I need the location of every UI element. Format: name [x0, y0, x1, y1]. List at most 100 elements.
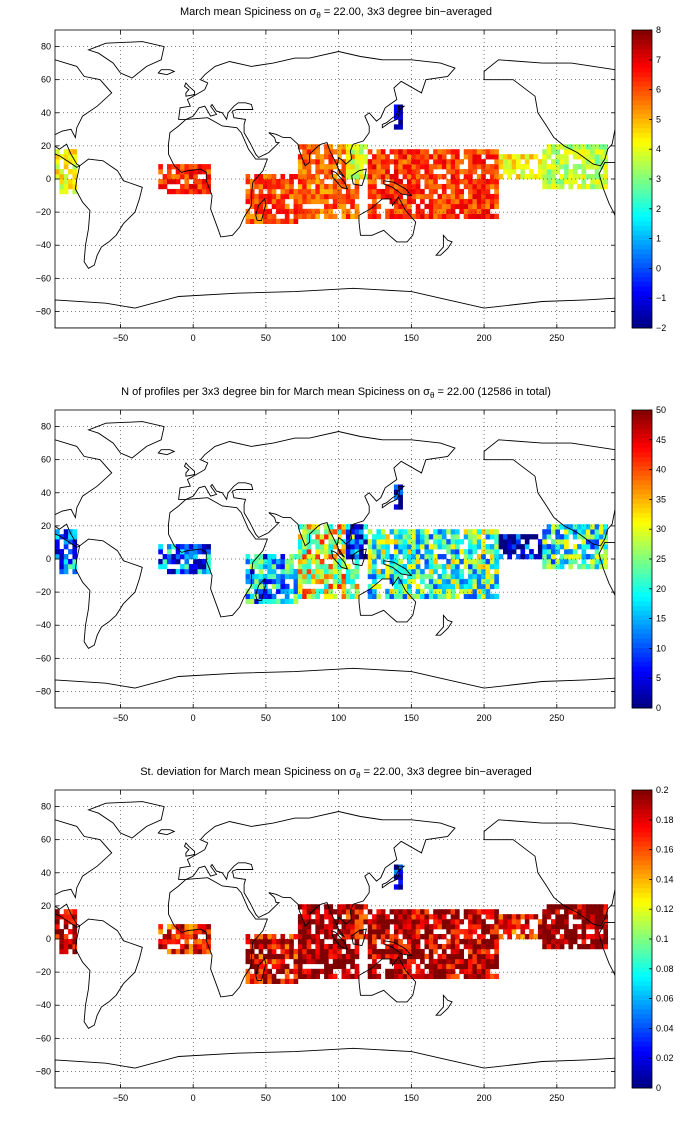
data-cell: [446, 169, 451, 175]
data-cell: [450, 568, 456, 575]
data-cell: [297, 208, 303, 215]
data-cell: [402, 973, 408, 980]
data-cell: [380, 934, 386, 940]
data-cell: [293, 573, 299, 580]
data-cell: [354, 174, 360, 180]
data-cell: [428, 958, 434, 965]
data-cell: [201, 183, 207, 190]
data-cell: [319, 159, 325, 165]
data-cell: [551, 524, 556, 530]
data-cell: [393, 529, 399, 535]
data-cell: [402, 149, 408, 155]
data-cell: [441, 174, 447, 180]
data-cell: [385, 164, 390, 170]
colorbar-step: [632, 433, 652, 439]
data-cell: [284, 583, 290, 590]
data-cell: [398, 149, 403, 155]
data-cell: [345, 563, 351, 570]
y-tick-label: −40: [36, 240, 51, 250]
data-cell: [363, 154, 369, 160]
data-cell: [345, 958, 351, 965]
data-cell: [284, 183, 290, 190]
data-cell: [511, 914, 517, 920]
data-cell: [59, 188, 65, 195]
data-cell: [385, 169, 390, 175]
data-cell: [171, 179, 177, 185]
data-cell: [507, 534, 513, 540]
data-cell: [367, 939, 373, 945]
data-cell: [555, 914, 561, 920]
south-america-east-coastline: [598, 921, 615, 976]
data-cell: [350, 904, 355, 910]
data-cell: [271, 203, 277, 210]
data-cell: [297, 924, 303, 930]
data-cell: [393, 973, 399, 980]
colorbar-step: [632, 230, 652, 236]
data-cell: [603, 179, 609, 185]
data-cell: [424, 554, 430, 560]
data-cell: [459, 568, 465, 575]
data-cell: [63, 563, 69, 570]
data-cell: [415, 914, 421, 920]
data-cell: [271, 953, 277, 960]
data-cell: [184, 939, 190, 945]
data-cell: [463, 929, 469, 935]
data-cell: [55, 544, 60, 550]
colorbar-step: [632, 179, 652, 185]
data-cell: [472, 159, 478, 165]
region-western-pacific-warm-pool: [367, 529, 499, 600]
data-cell: [476, 939, 482, 945]
data-cell: [59, 183, 65, 190]
data-cell: [341, 213, 347, 220]
y-tick-label: −20: [36, 967, 51, 977]
data-cell: [341, 573, 347, 580]
colorbar-step: [632, 281, 652, 287]
data-cell: [359, 924, 364, 930]
data-cell: [472, 578, 478, 585]
data-cell: [472, 588, 478, 595]
data-cell: [350, 154, 355, 160]
data-cell: [524, 544, 530, 550]
data-cell: [476, 188, 482, 195]
data-cell: [393, 544, 399, 550]
data-cell: [455, 549, 460, 555]
data-cell: [385, 183, 390, 190]
data-cell: [328, 164, 334, 170]
data-cell: [263, 193, 268, 200]
data-cell: [424, 943, 430, 950]
data-cell: [407, 973, 412, 980]
data-cell: [498, 554, 504, 560]
data-cell: [450, 968, 456, 975]
data-cell: [350, 573, 355, 580]
data-cell: [389, 968, 395, 975]
data-cell: [455, 568, 460, 575]
data-cell: [503, 544, 508, 550]
data-cell: [468, 529, 473, 535]
data-cell: [463, 968, 469, 975]
data-cell: [337, 943, 342, 950]
data-cell: [254, 193, 259, 200]
data-cell: [345, 183, 351, 190]
data-cell: [581, 524, 587, 530]
colorbar-step: [632, 146, 652, 152]
data-cell: [315, 909, 321, 915]
data-cell: [263, 208, 268, 215]
data-cell: [455, 963, 460, 970]
data-cell: [271, 573, 277, 580]
data-cell: [284, 963, 290, 970]
data-cell: [302, 563, 307, 570]
data-cell: [555, 943, 561, 950]
data-cell: [315, 929, 321, 935]
data-cell: [472, 929, 478, 935]
x-tick-label: 0: [191, 333, 196, 343]
data-cell: [55, 914, 60, 920]
data-cell: [590, 909, 595, 915]
data-cell: [380, 544, 386, 550]
data-cell: [341, 953, 347, 960]
data-cell: [455, 179, 460, 185]
data-cell: [350, 973, 355, 980]
data-cell: [359, 144, 364, 150]
data-cell: [350, 529, 355, 535]
data-cell: [319, 208, 325, 215]
data-cell: [463, 563, 469, 570]
